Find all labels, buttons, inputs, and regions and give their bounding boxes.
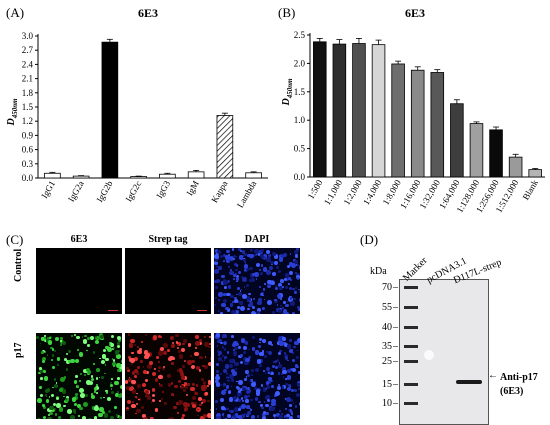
y-tick-label: 2.5 — [294, 30, 306, 40]
mw-marker-label: 10 — [382, 398, 392, 409]
isotype-chart: 6E3 D450nm 0.0 0.3 0.6 0.9 1.2 1.5 1.8 2.1 2.4 2.… — [6, 6, 268, 210]
bar-blank — [528, 169, 542, 178]
bar-11000 — [332, 43, 347, 178]
y-tick-label: 1.5 — [22, 102, 34, 112]
panel-label-a: (A) — [6, 5, 25, 20]
y-tick-label: 0.0 — [22, 173, 34, 183]
y-tick-label: 2.4 — [22, 59, 34, 69]
panel-label-d: (D) — [360, 232, 379, 247]
mw-marker-label: 55 — [382, 302, 392, 313]
col-header-6e3: 6E3 — [70, 234, 88, 245]
bar-132000 — [430, 72, 445, 178]
band-sublabel: (6E3) — [500, 386, 524, 397]
row-label-control: Control — [13, 248, 24, 282]
band-arrow: ← — [488, 370, 498, 381]
y-tick-label: 1.5 — [294, 87, 306, 97]
mw-marker-tick: – — [393, 379, 398, 390]
y-tick-label: 1.0 — [294, 115, 306, 125]
y-tick-label: 0.5 — [294, 144, 306, 154]
bar-igg2b — [101, 41, 119, 179]
col-header-strep: Strep tag — [148, 234, 188, 245]
category-label: IgG3 — [154, 179, 172, 200]
y-tick-label: 0.9 — [22, 130, 34, 140]
bar-igg3 — [159, 173, 176, 179]
bar-1128000 — [469, 123, 484, 178]
mw-marker-label: 40 — [382, 322, 392, 333]
category-label: Blank — [521, 178, 541, 202]
mw-marker-tick: – — [393, 356, 398, 367]
kda-label: kDa — [370, 266, 387, 277]
y-tick-label: 0.6 — [22, 145, 34, 155]
y-tick-label: 2.1 — [22, 74, 33, 84]
bar-kappa — [216, 115, 234, 179]
mw-marker-tick: – — [393, 322, 398, 333]
category-label: Lambda — [235, 179, 258, 210]
bar-164000 — [450, 103, 464, 178]
y-tick-label: 0.0 — [294, 172, 306, 182]
chart-b-ylabel: D450nm — [281, 78, 294, 107]
y-tick-label: 2.0 — [294, 58, 306, 68]
p17-dapi-image — [214, 333, 300, 419]
control-dapi-image — [214, 248, 300, 314]
y-tick-label: 3.0 — [22, 31, 34, 41]
fluorescence-panel: 6E3 Strep tag DAPI — [36, 232, 300, 422]
western-blot-panel: kDa 70–55–40–35–25–15–10– Marker pcDNA3.… — [370, 236, 550, 425]
category-label: IgM — [184, 179, 200, 197]
y-tick-label: 2.7 — [22, 45, 34, 55]
bar-lambda — [245, 172, 262, 179]
bar-116000 — [410, 69, 425, 178]
bar-igg1 — [44, 172, 61, 179]
chart-a-title: 6E3 — [138, 6, 158, 20]
y-tick-label: 0.3 — [22, 159, 34, 169]
bar-igg2a — [72, 175, 90, 179]
chart-b-title: 6E3 — [405, 6, 425, 20]
mw-marker-label: 15 — [382, 379, 392, 390]
chart-a-ylabel: D450nm — [6, 98, 19, 127]
panel-label-c: (C) — [6, 232, 24, 247]
p17-6e3-image — [36, 333, 122, 419]
bar-18000 — [391, 63, 405, 178]
titration-chart: 6E3 D450nm 0.00.51.01.52.02.51:5001:1,00… — [281, 6, 545, 214]
band-label: Anti-p17 — [500, 372, 538, 383]
bar-1500 — [313, 41, 327, 178]
panel-label-b: (B) — [278, 5, 296, 20]
bar-1512000 — [508, 156, 523, 178]
p17-band — [456, 380, 482, 384]
mw-marker-tick: – — [393, 302, 398, 313]
control-6e3-image — [36, 248, 122, 314]
category-label: 1:500 — [306, 178, 325, 201]
mw-marker-label: 70 — [382, 282, 392, 293]
p17-strep-image — [125, 333, 211, 419]
mw-marker-label: 35 — [382, 341, 392, 352]
bar-12000 — [352, 43, 366, 178]
bar-igm — [187, 171, 205, 179]
control-strep-image — [125, 248, 211, 314]
mw-marker-tick: – — [393, 341, 398, 352]
category-label: IgG2b — [94, 179, 114, 204]
category-label: IgG1 — [39, 179, 57, 200]
mw-marker-label: 25 — [382, 356, 392, 367]
blot-membrane — [399, 279, 489, 425]
row-label-p17: p17 — [13, 342, 24, 358]
mw-marker-tick: – — [393, 398, 398, 409]
col-header-dapi: DAPI — [244, 234, 270, 245]
y-tick-label: 1.2 — [22, 116, 33, 126]
mw-marker-tick: – — [393, 282, 398, 293]
bar-1256000 — [489, 129, 503, 178]
category-label: IgG2a — [66, 179, 86, 203]
category-label: Kappa — [209, 179, 229, 204]
bar-igg2c — [130, 176, 147, 179]
bar-14000 — [371, 44, 386, 178]
category-label: IgG2c — [123, 179, 143, 203]
y-tick-label: 1.8 — [22, 88, 34, 98]
